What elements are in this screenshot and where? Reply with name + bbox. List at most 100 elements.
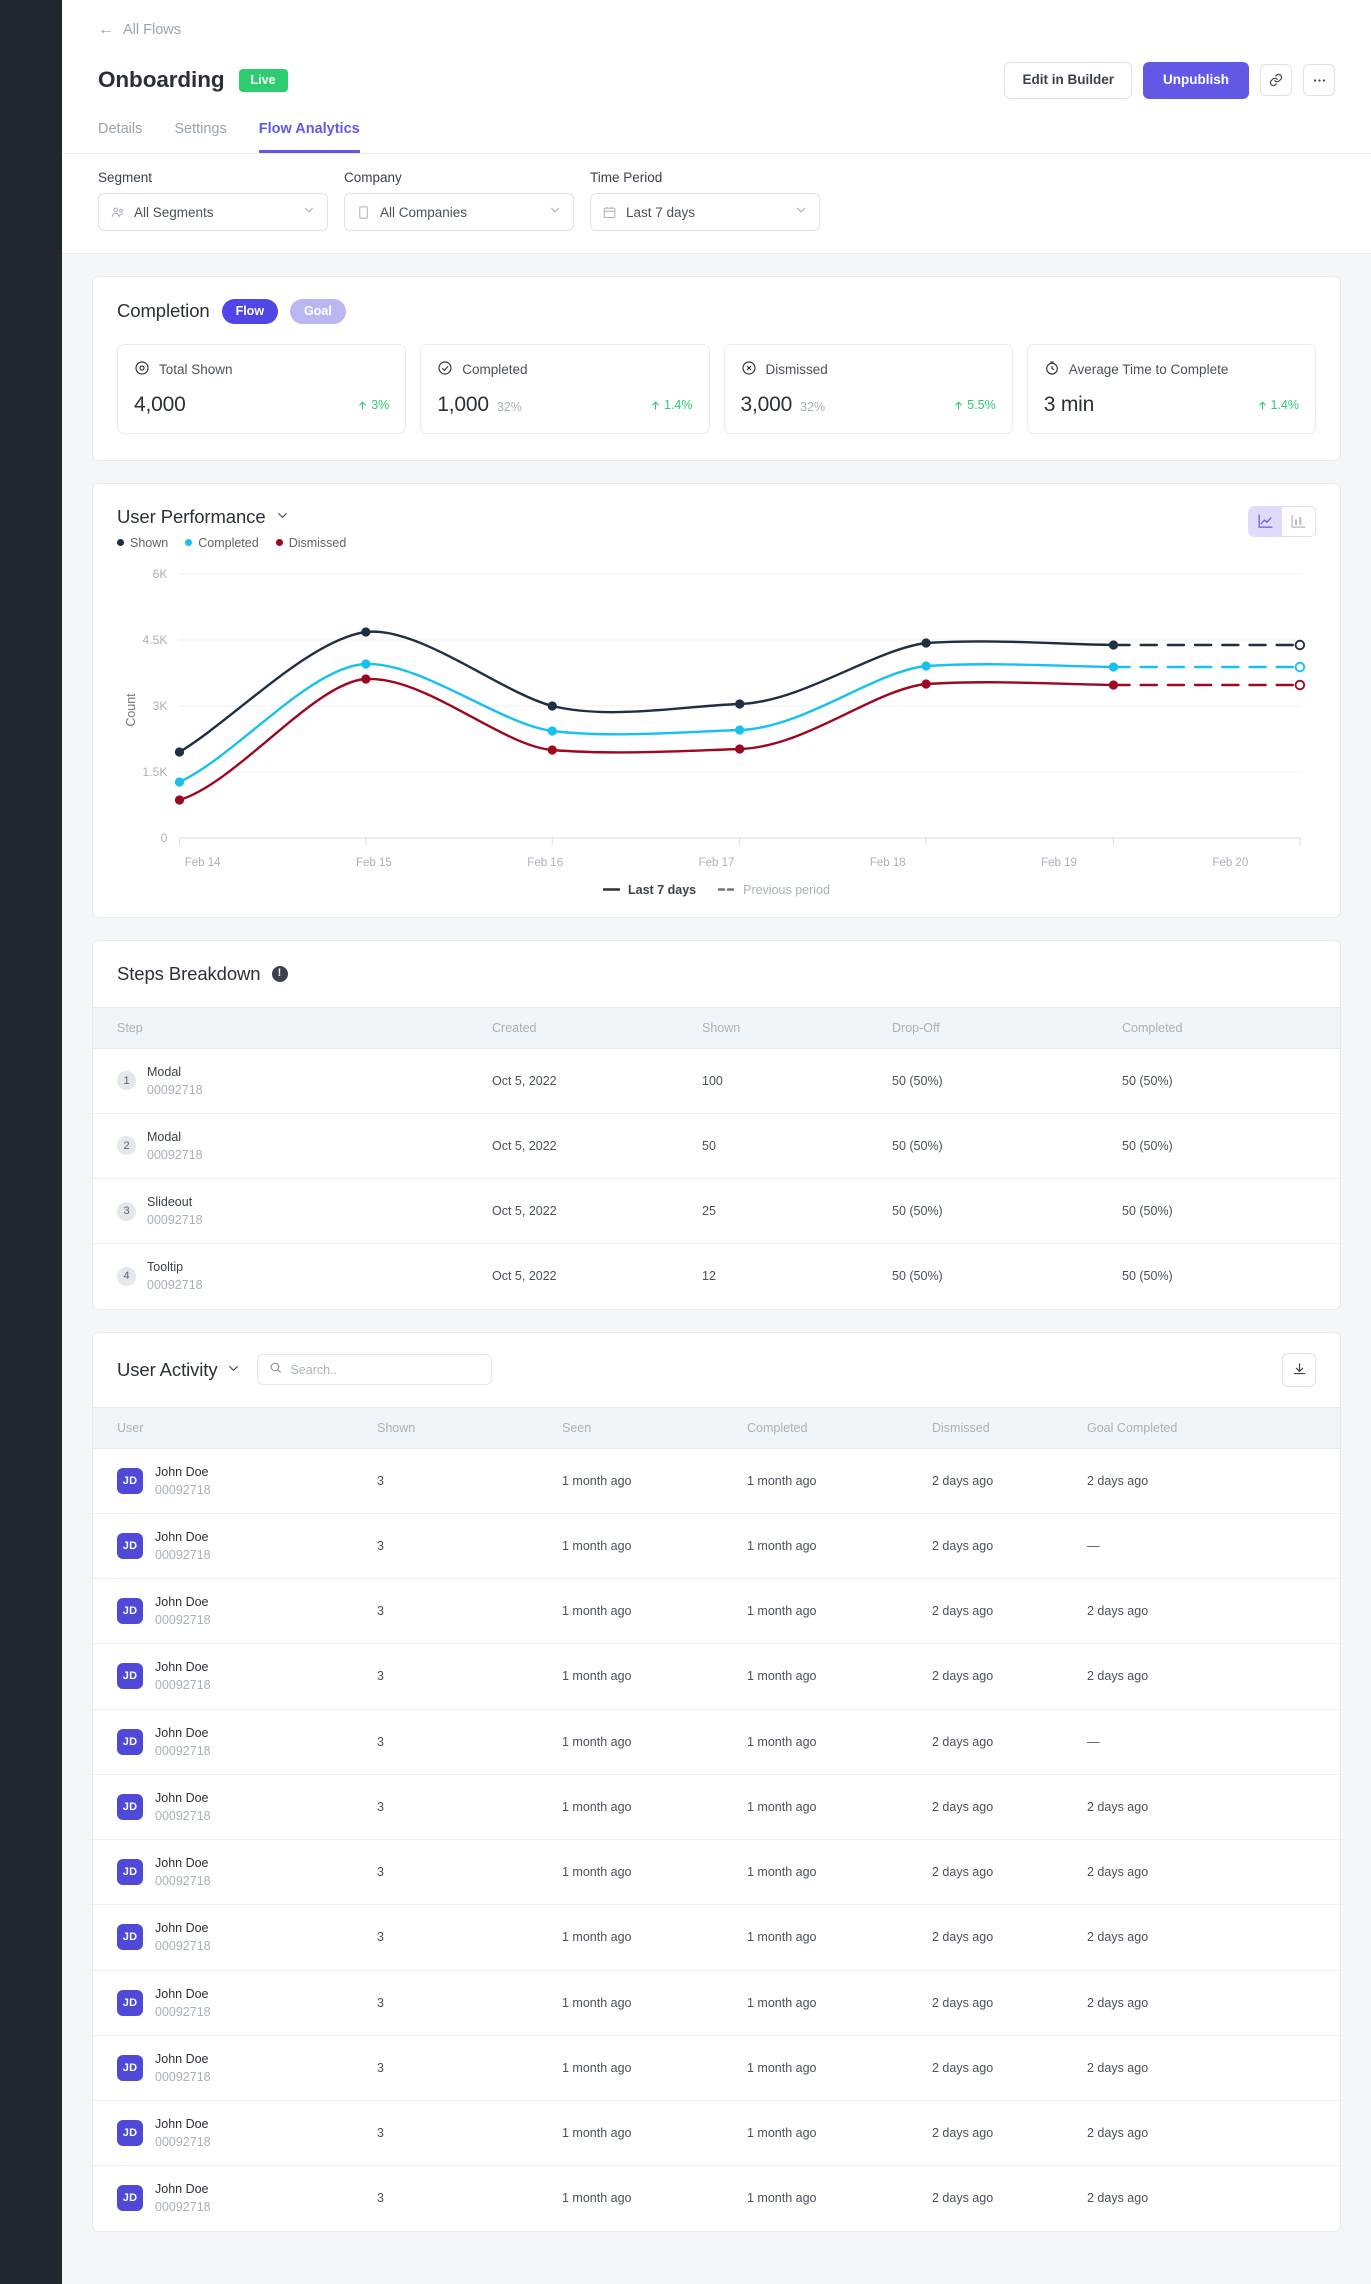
completed-cell: 1 month ago [747, 1995, 817, 2010]
stat-sub: 32% [496, 399, 522, 414]
line-chart-icon[interactable] [1249, 506, 1282, 536]
completion-title: Completion [117, 300, 210, 322]
step-cell: 4 Tooltip 00092718 [117, 1258, 492, 1294]
breadcrumb-all-flows[interactable]: ← All Flows [98, 21, 181, 39]
stat-delta-value: 1.4% [664, 398, 693, 413]
page-container: ← All Flows Onboarding Live Edit in Buil… [62, 0, 1371, 2284]
edit-in-builder-button[interactable]: Edit in Builder [1004, 62, 1132, 99]
search-box[interactable] [257, 1354, 493, 1386]
table-row[interactable]: 1 Modal 00092718 Oct 5, 2022 100 50 (50%… [93, 1049, 1340, 1114]
shown-cell: 3 [377, 1604, 384, 1619]
step-number: 4 [117, 1266, 136, 1286]
completed-cell: 1 month ago [747, 1604, 817, 1619]
seen-cell: 1 month ago [562, 1669, 632, 1684]
svg-text:4.5K: 4.5K [143, 633, 168, 647]
user-id: 00092718 [155, 1743, 211, 1758]
x-tick: Feb 20 [1212, 856, 1249, 869]
list-item[interactable]: JD John Doe 00092718 3 1 month ago 1 mont… [93, 1775, 1340, 1841]
time-period-label: Time Period [590, 170, 663, 186]
ellipsis-icon[interactable] [1303, 64, 1335, 97]
stat-delta-value: 1.4% [1270, 398, 1300, 413]
list-item[interactable]: JD John Doe 00092718 3 1 month ago 1 mont… [93, 1514, 1340, 1580]
list-item[interactable]: JD John Doe 00092718 3 1 month ago 1 mont… [93, 1449, 1340, 1514]
list-item[interactable]: JD John Doe 00092718 3 1 month ago 1 mont… [93, 2101, 1340, 2167]
completion-stats: Total Shown 4,000 3% [117, 343, 1316, 434]
legend-dismissed[interactable]: Dismissed [275, 536, 346, 550]
unpublish-button[interactable]: Unpublish [1143, 62, 1249, 99]
x-tick: Feb 17 [698, 856, 735, 869]
user-performance-card: User Performance Shown Completed [92, 482, 1341, 918]
pill-goal[interactable]: Goal [290, 299, 346, 324]
shown-cell: 3 [377, 1995, 384, 2010]
legend-completed[interactable]: Completed [185, 536, 259, 550]
user-cell: JD John Doe 00092718 [117, 2050, 377, 2086]
stat-value: 3,000 [740, 392, 793, 416]
list-item[interactable]: JD John Doe 00092718 3 1 month ago 1 mont… [93, 1579, 1340, 1645]
avatar: JD [117, 1532, 143, 1559]
steps-breakdown-card: Steps Breakdown ! Step Created Shown Dro… [92, 939, 1341, 1310]
user-cell: JD John Doe 00092718 [117, 1724, 377, 1760]
shown-cell: 3 [377, 1865, 384, 1880]
arrow-left-icon: ← [98, 21, 114, 38]
bar-chart-icon[interactable] [1282, 506, 1315, 536]
user-name: John Doe [155, 2182, 209, 2197]
time-period-select[interactable]: Last 7 days [590, 193, 820, 232]
completed-cell: 1 month ago [747, 1799, 817, 1814]
goal-completed-cell: 2 days ago [1087, 2191, 1149, 2206]
completed-cell: 50 (50%) [1122, 1269, 1173, 1284]
user-id: 00092718 [155, 1874, 211, 1889]
completed-cell: 1 month ago [747, 2191, 817, 2206]
seen-cell: 1 month ago [562, 2060, 632, 2075]
list-item[interactable]: JD John Doe 00092718 3 1 month ago 1 mont… [93, 2166, 1340, 2230]
link-icon[interactable] [1260, 64, 1292, 97]
analytics-content: Completion Flow Goal Total Shown 4, [62, 254, 1371, 2283]
chevron-down-icon [548, 203, 562, 222]
user-name: John Doe [155, 1856, 209, 1871]
shown-cell: 3 [377, 1930, 384, 1945]
legend-label: Shown [130, 535, 169, 550]
list-item[interactable]: JD John Doe 00092718 3 1 month ago 1 mont… [93, 1905, 1340, 1971]
user-name: John Doe [155, 1529, 209, 1544]
created-cell: Oct 5, 2022 [492, 1073, 557, 1088]
user-activity-title-row[interactable]: User Activity [117, 1359, 241, 1381]
seen-cell: 1 month ago [562, 1473, 632, 1488]
table-row[interactable]: 4 Tooltip 00092718 Oct 5, 2022 12 50 (50… [93, 1244, 1340, 1308]
footer-legend-current: Last 7 days [603, 883, 696, 897]
tab-settings[interactable]: Settings [174, 120, 227, 137]
table-row[interactable]: 3 Slideout 00092718 Oct 5, 2022 25 50 (5… [93, 1179, 1340, 1245]
shown-cell: 3 [377, 2126, 384, 2141]
list-item[interactable]: JD John Doe 00092718 3 1 month ago 1 mont… [93, 1971, 1340, 2036]
segment-select[interactable]: All Segments [98, 193, 328, 232]
list-item[interactable]: JD John Doe 00092718 3 1 month ago 1 mont… [93, 2036, 1340, 2102]
list-item[interactable]: JD John Doe 00092718 3 1 month ago 1 mont… [93, 1840, 1340, 1906]
step-cell: 2 Modal 00092718 [117, 1128, 492, 1164]
goal-completed-cell: 2 days ago [1087, 1799, 1149, 1814]
shown-cell: 100 [702, 1073, 723, 1088]
goal-completed-cell: 2 days ago [1087, 1473, 1149, 1488]
list-item[interactable]: JD John Doe 00092718 3 1 month ago 1 mont… [93, 1644, 1340, 1710]
completed-cell: 50 (50%) [1122, 1073, 1173, 1088]
pill-flow[interactable]: Flow [221, 299, 279, 324]
tab-flow-analytics[interactable]: Flow Analytics [258, 121, 360, 154]
user-performance-title-row[interactable]: User Performance [117, 506, 346, 528]
info-icon[interactable]: ! [271, 965, 288, 982]
footer-legend-previous: Previous period [718, 883, 830, 897]
list-item[interactable]: JD John Doe 00092718 3 1 month ago 1 mont… [93, 1710, 1340, 1775]
tab-details[interactable]: Details [98, 120, 143, 137]
shown-cell: 3 [377, 1669, 384, 1684]
legend-shown[interactable]: Shown [117, 536, 168, 550]
dismissed-cell: 2 days ago [932, 2191, 994, 2206]
stopwatch-icon [1044, 360, 1060, 379]
stat-delta: 1.4% [650, 398, 693, 412]
step-name: Modal [147, 1064, 182, 1079]
download-icon[interactable] [1282, 1352, 1316, 1387]
step-name: Tooltip [147, 1260, 184, 1275]
header-tabs: Details Settings Flow Analytics [98, 120, 1335, 154]
filter-company: Company All Companies [344, 170, 574, 232]
user-id: 00092718 [155, 2200, 211, 2215]
company-select[interactable]: All Companies [344, 193, 574, 232]
search-input[interactable] [290, 1362, 481, 1377]
column-header-dismissed: Dismissed [932, 1420, 990, 1435]
goal-completed-cell: 2 days ago [1087, 1669, 1149, 1684]
table-row[interactable]: 2 Modal 00092718 Oct 5, 2022 50 50 (50%)… [93, 1114, 1340, 1180]
